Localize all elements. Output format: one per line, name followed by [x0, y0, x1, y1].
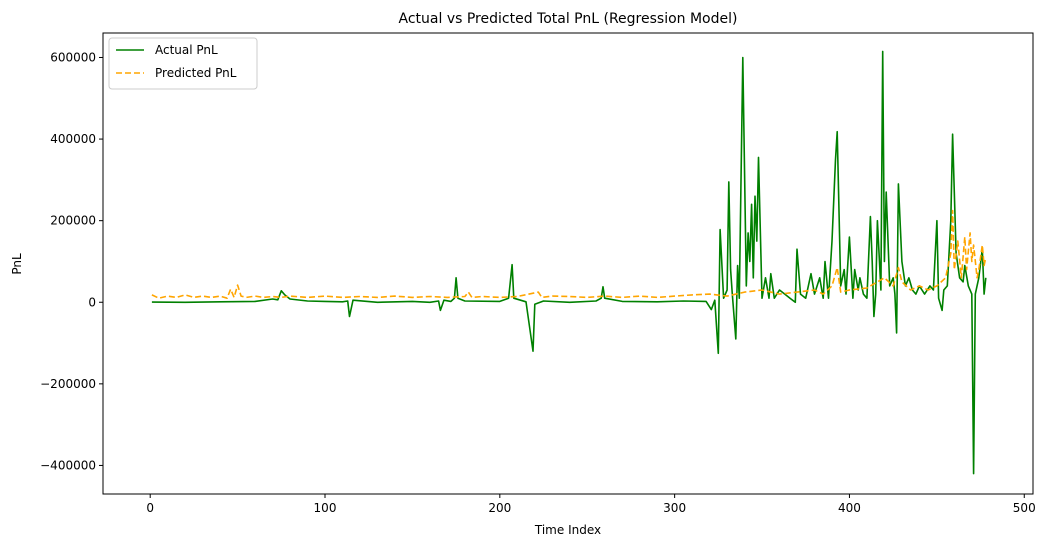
x-tick-label: 300: [663, 501, 686, 515]
y-tick-label: 0: [88, 295, 96, 309]
x-axis-label: Time Index: [534, 523, 601, 537]
plot-area: [151, 50, 987, 475]
y-tick-label: 400000: [50, 132, 96, 146]
y-tick-label: 600000: [50, 50, 96, 64]
x-axis: 0 100 200 300 400 500: [146, 494, 1036, 515]
chart-title: Actual vs Predicted Total PnL (Regressio…: [399, 11, 738, 27]
legend-box: [108, 37, 258, 90]
x-tick-label: 400: [838, 501, 861, 515]
x-tick-label: 100: [314, 501, 337, 515]
plot-frame: [102, 32, 1034, 495]
y-tick-label: 200000: [50, 214, 96, 228]
y-tick-label: −400000: [40, 458, 96, 472]
series-line-actual: [151, 50, 987, 475]
legend: Actual PnL Predicted PnL: [108, 37, 258, 90]
x-tick-label: 200: [488, 501, 511, 515]
series-line-predicted: [151, 209, 987, 299]
legend-label-actual: Actual PnL: [155, 43, 218, 57]
legend-label-predicted: Predicted PnL: [155, 66, 237, 80]
y-axis-label: PnL: [10, 253, 24, 275]
x-tick-label: 500: [1013, 501, 1036, 515]
y-axis: −400000 −200000 0 200000 400000 600000: [40, 50, 103, 472]
y-tick-label: −200000: [40, 377, 96, 391]
x-tick-label: 0: [146, 501, 154, 515]
